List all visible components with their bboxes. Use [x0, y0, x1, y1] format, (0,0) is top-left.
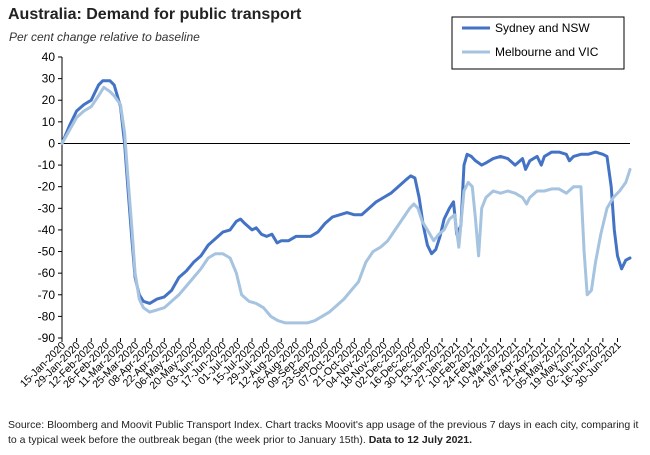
footer-source-text: Source: Bloomberg and Moovit Public Tran…	[8, 419, 639, 446]
line-chart: 40 30 20 10 0 -10 -20 -30 -40 -50 -60 -70 -80 -90 15-…	[18, 16, 632, 392]
footer-note: Source: Bloomberg and Moovit Public Tran…	[8, 418, 644, 448]
y-tick-label: -10	[38, 158, 56, 172]
x-axis: 15-Jan-202029-Jan-202012-Feb-202026-Feb-…	[18, 142, 630, 392]
chart-title: Australia: Demand for public transport	[8, 6, 302, 23]
y-tick-label: -60	[38, 266, 56, 280]
legend-label: Sydney and NSW	[495, 21, 590, 35]
y-tick-label: -80	[38, 309, 56, 323]
footer-data-date: Data to 12 July 2021.	[368, 434, 473, 446]
series-group	[60, 79, 632, 325]
chart-subtitle: Per cent change relative to baseline	[9, 30, 200, 44]
y-tick-label: 10	[42, 115, 56, 129]
y-tick-label: -40	[38, 223, 56, 237]
y-tick-label: -20	[38, 180, 56, 194]
melbourne-series-line	[60, 85, 632, 325]
y-tick-label: -90	[38, 331, 56, 345]
y-tick-label: 20	[42, 93, 56, 107]
y-tick-label: 40	[42, 50, 56, 64]
y-tick-label: -30	[38, 201, 56, 215]
legend-box	[451, 16, 625, 70]
y-tick-label: -50	[38, 245, 56, 259]
y-tick-label: 0	[48, 136, 55, 150]
sydney-series-line	[60, 79, 632, 305]
legend-label: Melbourne and VIC	[495, 45, 599, 59]
legend: Sydney and NSW Melbourne and VIC	[451, 16, 625, 70]
y-axis: 40 30 20 10 0 -10 -20 -30 -40 -50 -60 -70 -80 -90	[38, 50, 63, 345]
y-tick-label: 30	[42, 72, 56, 86]
y-tick-label: -70	[38, 288, 56, 302]
